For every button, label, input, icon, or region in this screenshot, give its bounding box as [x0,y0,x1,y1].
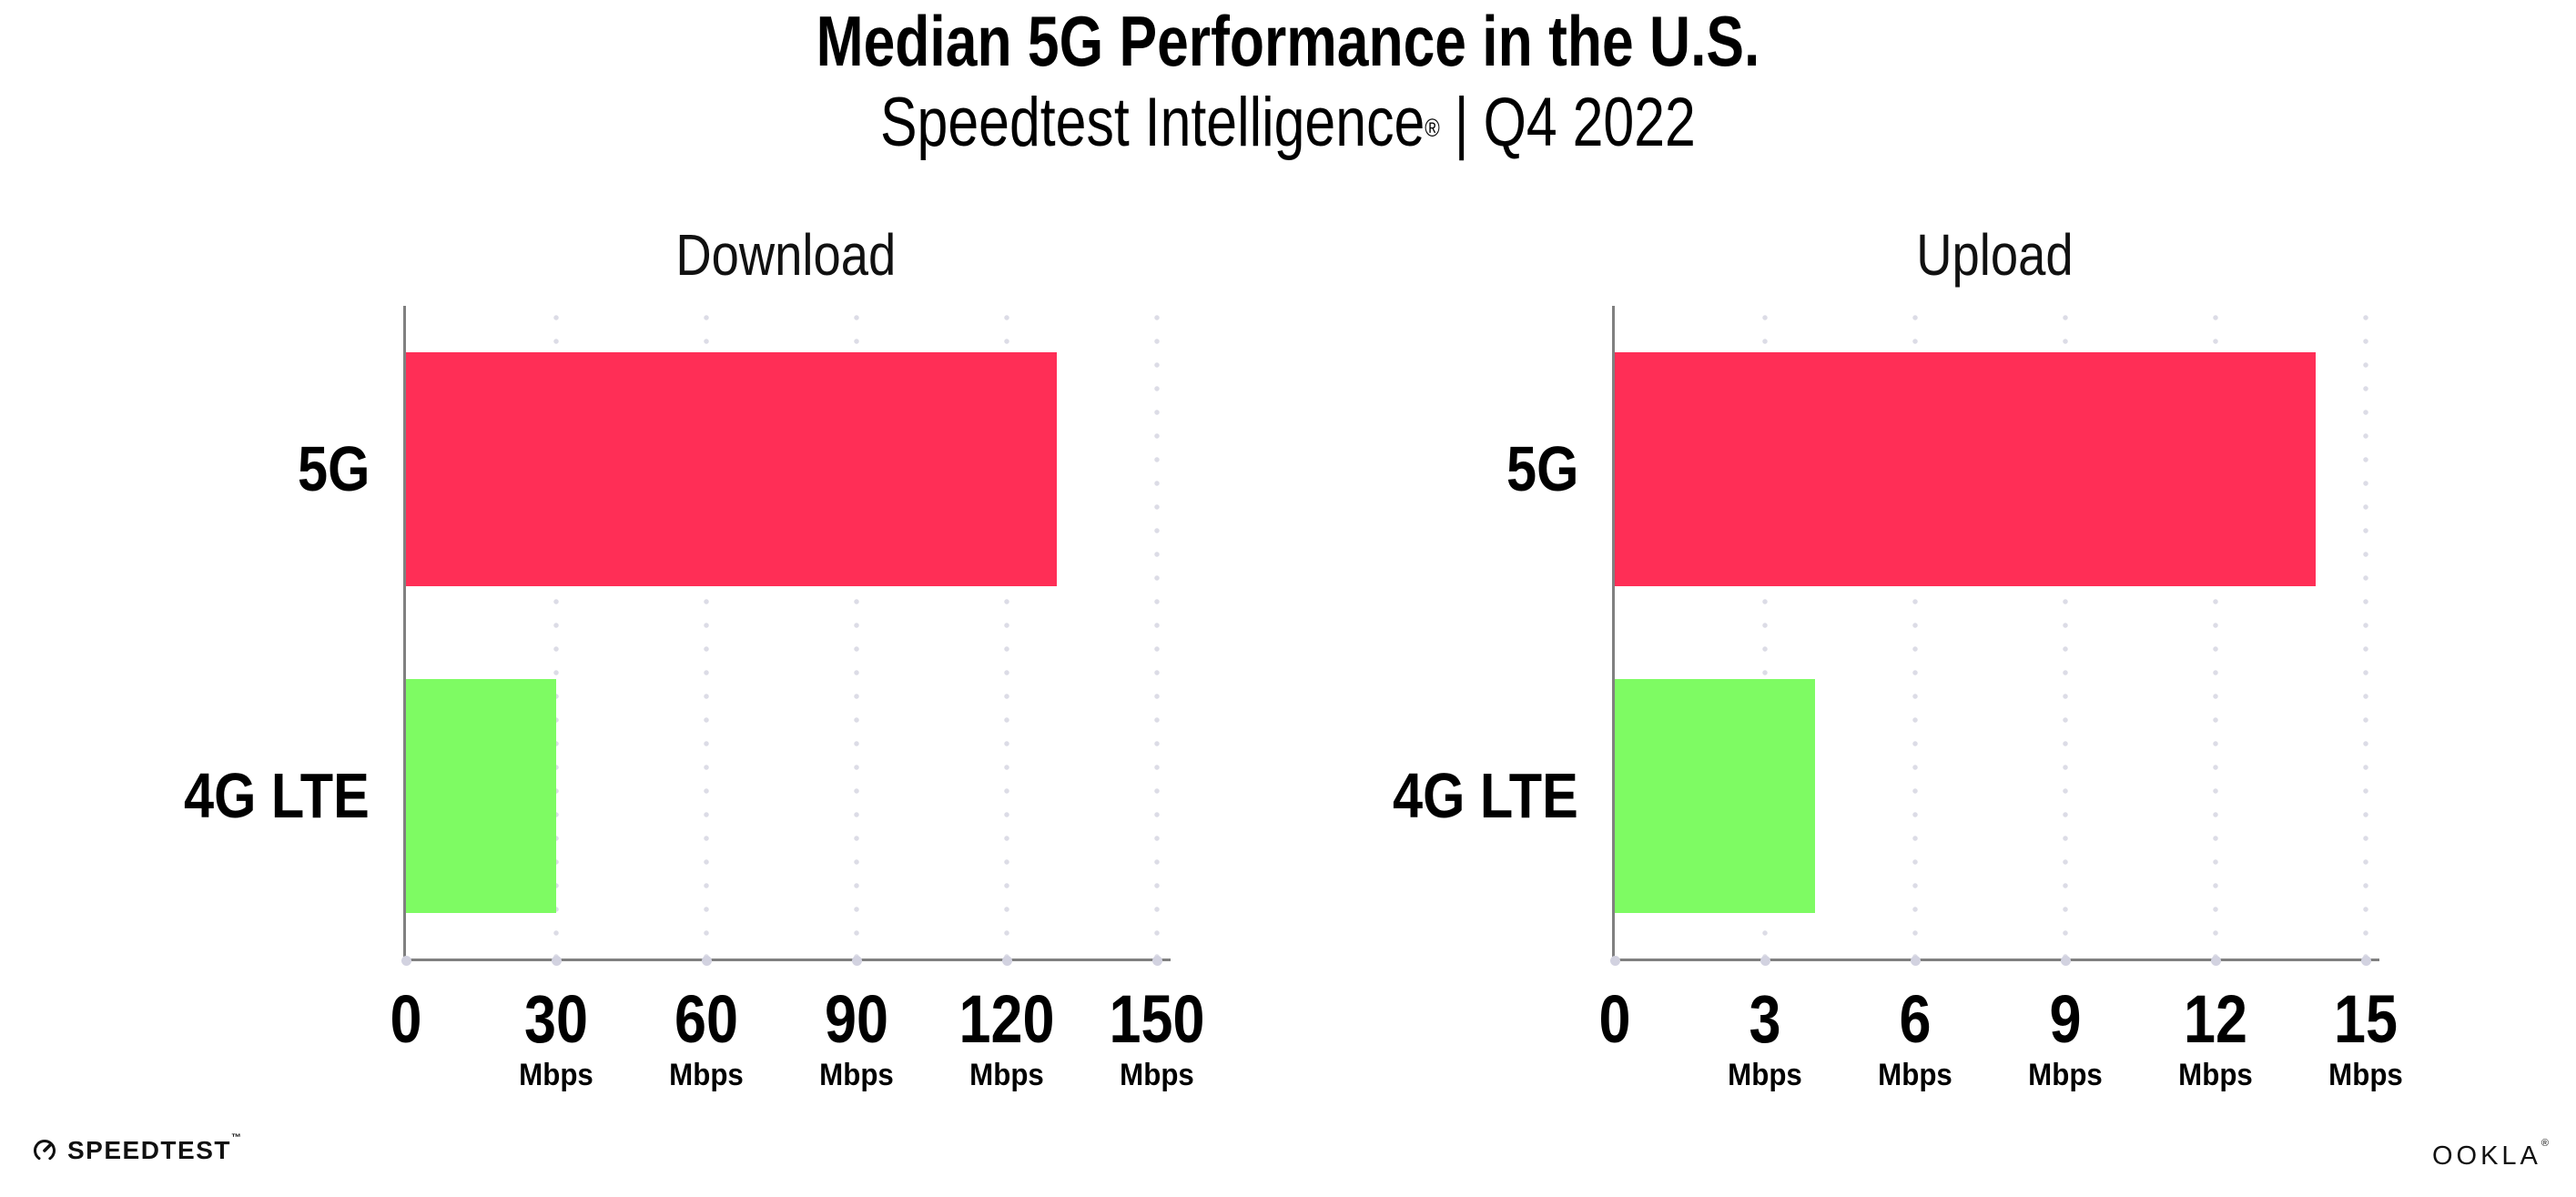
tick-mark-12 [2210,956,2221,966]
gridline-12 [2213,306,2219,959]
trademark-mark: ™ [230,1132,243,1143]
category-label-4g-lte: 4G LTE [184,760,370,831]
bar-5g [1615,352,2317,586]
tick-mark-90 [851,956,862,966]
tick-value: 120 [958,981,1055,1057]
download-chart-title: Download [403,222,1168,288]
gridline-90 [854,306,860,959]
download-plot-area: 5G 4G LTE 0 30 Mbps 60 Mbps 90 Mbps 120 Mbps 150 M… [184,306,1205,1092]
tick-mark-0 [1609,956,1620,966]
tick-value: 15 [2334,981,2399,1057]
tick-mark-30 [551,956,562,966]
tick-value: 0 [1598,981,1631,1057]
tick-unit: Mbps [1728,1058,1802,1092]
gridline-60 [704,306,710,959]
tick-unit: Mbps [2328,1058,2403,1092]
x-tick-label-3: 3 Mbps [1725,981,1806,1093]
x-tick-label-60: 60 Mbps [666,981,747,1093]
tick-value: 9 [2049,981,2082,1057]
x-tick-label-120: 120 Mbps [950,981,1062,1093]
ookla-logo: OOKLA® [2431,1138,2549,1172]
tick-unit: Mbps [519,1058,593,1092]
x-tick-label-12: 12 Mbps [2175,981,2257,1093]
tick-mark-15 [2360,956,2371,966]
speedtest-gauge-icon [33,1139,56,1162]
tick-unit: Mbps [2028,1058,2103,1092]
gridline-9 [2063,306,2069,959]
tick-value: 90 [825,981,889,1057]
category-label-5g: 5G [1506,433,1578,504]
category-label-5g: 5G [297,433,370,504]
x-tick-label-6: 6 Mbps [1875,981,1956,1093]
x-tick-label-0: 0 [1596,983,1633,1056]
x-tick-label-0: 0 [387,983,424,1056]
figure-subtitle: Speedtest Intelligence® | Q4 2022 [0,84,2576,162]
upload-chart-title: Upload [1612,222,2377,288]
x-tick-label-150: 150 Mbps [1100,981,1212,1093]
tick-unit: Mbps [1878,1058,1952,1092]
tick-mark-9 [2060,956,2071,966]
tick-value: 150 [1109,981,1205,1057]
upload-chart-title-text: Upload [1915,222,2074,288]
subtitle-brand: Speedtest Intelligence [880,84,1425,161]
tick-value: 0 [390,981,422,1057]
figure-title: Median 5G Performance in the U.S. [0,2,2576,80]
ookla-wordmark: OOKLA [2431,1141,2541,1171]
tick-mark-60 [701,956,712,966]
figure-subtitle-text: Speedtest Intelligence® | Q4 2022 [880,84,1696,162]
gridline-15 [2363,306,2369,959]
tick-unit: Mbps [969,1058,1044,1092]
tick-value: 3 [1749,981,1781,1057]
tick-value: 12 [2184,981,2248,1057]
x-tick-label-30: 30 Mbps [516,981,597,1093]
tick-unit: Mbps [819,1058,894,1092]
x-tick-label-15: 15 Mbps [2326,981,2407,1093]
x-tick-label-9: 9 Mbps [2025,981,2106,1093]
upload-plot-area: 5G 4G LTE 0 3 Mbps 6 Mbps 9 Mbps 12 Mbps 15 Mbps [1393,306,2403,1092]
tick-mark-6 [1910,956,1921,966]
x-tick-label-90: 90 Mbps [816,981,898,1093]
tick-unit: Mbps [669,1058,744,1092]
speedtest-logo: SPEEDTEST™ [33,1132,243,1165]
tick-value: 30 [524,981,588,1057]
tick-value: 60 [674,981,739,1057]
bar-4g-lte [406,679,557,913]
gridline-3 [1762,306,1769,959]
tick-unit: Mbps [1120,1058,1194,1092]
bar-5g [406,352,1058,586]
gridline-120 [1004,306,1010,959]
tick-value: 6 [1899,981,1932,1057]
subtitle-separator: | [1454,84,1469,161]
subtitle-period: Q4 2022 [1483,84,1696,161]
category-label-4g-lte: 4G LTE [1393,760,1578,831]
tick-mark-120 [1001,956,1012,966]
download-chart-title-text: Download [675,222,896,288]
gridline-6 [1912,306,1919,959]
tick-mark-0 [401,956,411,966]
tick-mark-150 [1151,956,1162,966]
registered-mark: ® [1425,114,1440,142]
figure-title-text: Median 5G Performance in the U.S. [816,1,1760,81]
bar-4g-lte [1615,679,1816,913]
speedtest-wordmark: SPEEDTEST™ [67,1132,243,1164]
tick-unit: Mbps [2178,1058,2253,1092]
gridline-30 [553,306,560,959]
ookla-registered-mark: ® [2541,1138,2549,1149]
gridline-150 [1154,306,1161,959]
tick-mark-3 [1760,956,1770,966]
